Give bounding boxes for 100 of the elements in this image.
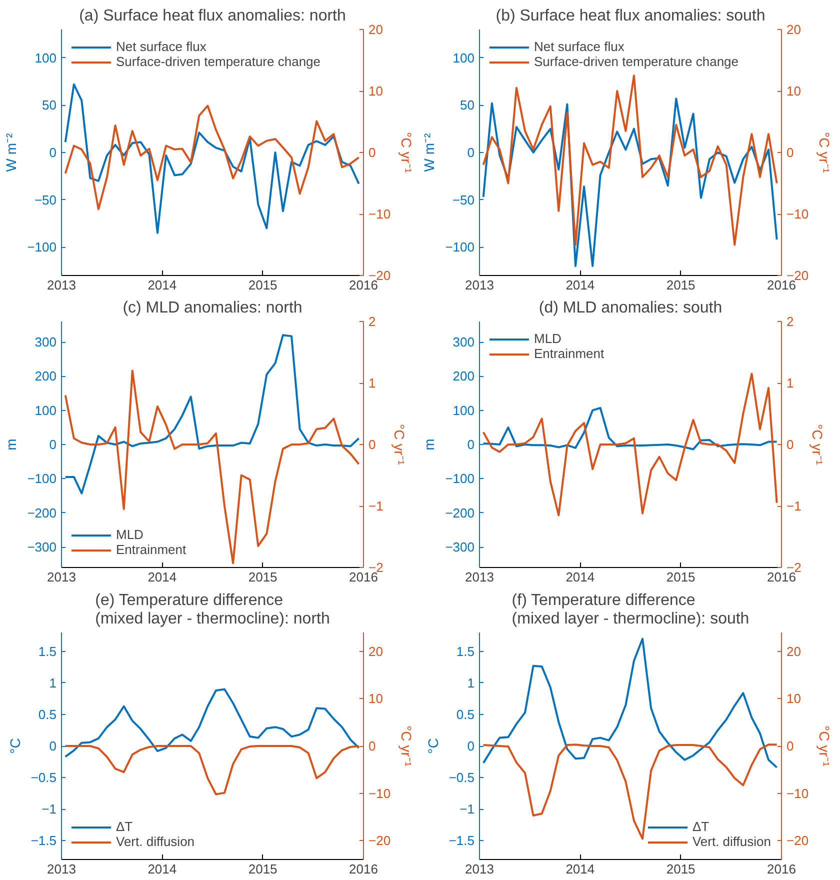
y2-axis-title: °C yr⁻¹: [398, 726, 415, 767]
y-tick-label: 1.5: [456, 644, 475, 659]
legend-label: ΔT: [116, 819, 134, 834]
y2-tick-label: −10: [786, 786, 809, 801]
x-tick-label: 2013: [465, 278, 494, 292]
y2-tick-label: −10: [368, 206, 391, 222]
chart-title: (b) Surface heat flux anomalies: south: [496, 8, 766, 24]
y-tick-label: 0: [467, 738, 475, 754]
y-tick-label: −100: [27, 240, 57, 255]
y2-tick-label: 20: [786, 22, 801, 37]
legend-label: Entrainment: [534, 346, 604, 361]
y2-tick-label: 2: [786, 314, 794, 329]
legend-label: Entrainment: [116, 542, 186, 557]
x-tick-label: 2016: [767, 862, 796, 876]
y2-axis-title: °C yr⁻¹: [398, 132, 415, 174]
y-tick-label: −0.5: [448, 770, 475, 786]
y2-axis-title: °C yr⁻¹: [391, 424, 408, 466]
y-tick-label: 200: [34, 368, 57, 384]
y2-tick-label: 20: [368, 644, 383, 659]
x-tick-label: 2016: [349, 278, 378, 292]
y-tick-label: −0.5: [30, 770, 57, 786]
y2-axis-title: °C yr⁻¹: [816, 726, 833, 767]
x-tick-label: 2013: [47, 570, 76, 584]
y2-tick-label: 10: [368, 84, 383, 98]
x-tick-label: 2014: [148, 862, 177, 876]
y-axis-title: W m⁻²: [421, 132, 438, 172]
y-tick-label: −300: [27, 540, 57, 554]
y2-tick-label: 0: [368, 145, 376, 160]
legend-label: Net surface flux: [116, 39, 206, 54]
y-tick-label: −50: [34, 192, 57, 208]
x-tick-label: 2016: [767, 278, 796, 292]
y-tick-label: 0: [467, 437, 475, 452]
y2-tick-label: −20: [786, 833, 809, 848]
y-axis-title: m: [3, 438, 20, 450]
y2-tick-label: 0: [786, 738, 794, 754]
x-tick-label: 2013: [47, 862, 76, 876]
y-axis-title: °C: [6, 738, 23, 754]
y-tick-label: 1: [467, 675, 475, 690]
y-tick-label: 100: [34, 402, 57, 418]
y2-tick-label: 10: [786, 84, 801, 98]
x-tick-label: 2015: [666, 862, 696, 876]
x-tick-label: 2016: [349, 862, 378, 876]
y-tick-label: −100: [445, 471, 475, 486]
y-tick-label: −200: [445, 505, 475, 520]
chart-title: (d) MLD anomalies: south: [538, 300, 722, 316]
y2-tick-label: 2: [368, 314, 376, 329]
x-tick-label: 2016: [349, 570, 378, 584]
x-tick-label: 2015: [666, 278, 696, 292]
y-tick-label: 0.5: [38, 706, 57, 722]
y-tick-label: −1: [460, 802, 475, 817]
legend-label: Net surface flux: [534, 39, 624, 54]
y-tick-label: −200: [27, 505, 57, 520]
y-tick-label: −100: [27, 471, 57, 486]
y2-tick-label: 10: [786, 691, 801, 706]
y-tick-label: −50: [452, 192, 475, 208]
x-tick-label: 2014: [566, 278, 595, 292]
y-axis-title: °C: [424, 738, 441, 754]
y2-tick-label: 0: [786, 437, 794, 452]
y-axis-title: W m⁻²: [3, 132, 20, 172]
legend-label: Vert. diffusion: [692, 834, 771, 849]
y-tick-label: 1: [49, 675, 57, 690]
y2-tick-label: −1: [368, 498, 384, 514]
x-tick-label: 2014: [566, 570, 595, 584]
y2-tick-label: 0: [368, 738, 376, 754]
y-tick-label: −1.5: [448, 833, 475, 848]
y-tick-label: 0: [49, 145, 57, 160]
legend-label: ΔT: [692, 819, 710, 834]
y2-tick-label: 20: [368, 22, 383, 37]
y-tick-label: 100: [34, 50, 57, 66]
x-tick-label: 2016: [767, 570, 796, 584]
y2-tick-label: −20: [368, 833, 391, 848]
chart-title: (e) Temperature difference (mixed layer - thermocline): north: [95, 592, 330, 628]
y2-axis-title: °C yr⁻¹: [816, 132, 833, 174]
chart-title: (a) Surface heat flux anomalies: north: [79, 8, 346, 24]
y-axis-title: m: [421, 438, 438, 450]
y2-tick-label: 1: [368, 376, 376, 390]
x-tick-label: 2015: [248, 862, 278, 876]
y-tick-label: 0.5: [456, 706, 475, 722]
y-tick-label: −100: [445, 240, 475, 255]
y-tick-label: 1.5: [38, 644, 57, 659]
x-tick-label: 2013: [465, 570, 494, 584]
y-tick-label: 200: [452, 368, 475, 384]
y-tick-label: 0: [49, 437, 57, 452]
legend-label: Surface-driven temperature change: [534, 54, 739, 69]
legend-label: Vert. diffusion: [116, 834, 195, 849]
y-tick-label: −300: [445, 540, 475, 554]
x-tick-label: 2013: [47, 278, 76, 292]
y2-tick-label: 0: [786, 145, 794, 160]
y-tick-label: 300: [452, 334, 475, 350]
legend-label: MLD: [534, 331, 562, 346]
x-tick-label: 2014: [566, 862, 595, 876]
y2-tick-label: 10: [368, 691, 383, 706]
legend-label: MLD: [116, 527, 144, 542]
y2-axis-title: °C yr⁻¹: [809, 424, 826, 466]
y-tick-label: 300: [34, 334, 57, 350]
y-tick-label: 0: [49, 738, 57, 754]
y-tick-label: 100: [452, 402, 475, 418]
y-tick-label: 50: [460, 98, 475, 113]
y-tick-label: 100: [452, 50, 475, 66]
legend-label: Surface-driven temperature change: [116, 54, 321, 69]
